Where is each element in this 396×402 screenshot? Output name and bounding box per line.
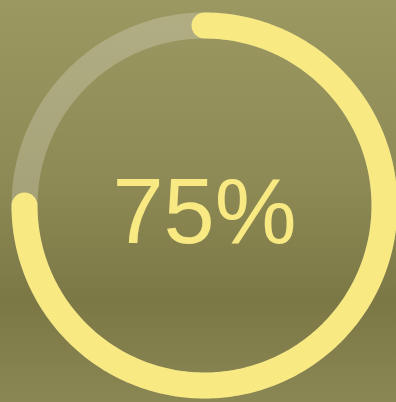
svg-text:75%: 75% [112, 160, 296, 262]
